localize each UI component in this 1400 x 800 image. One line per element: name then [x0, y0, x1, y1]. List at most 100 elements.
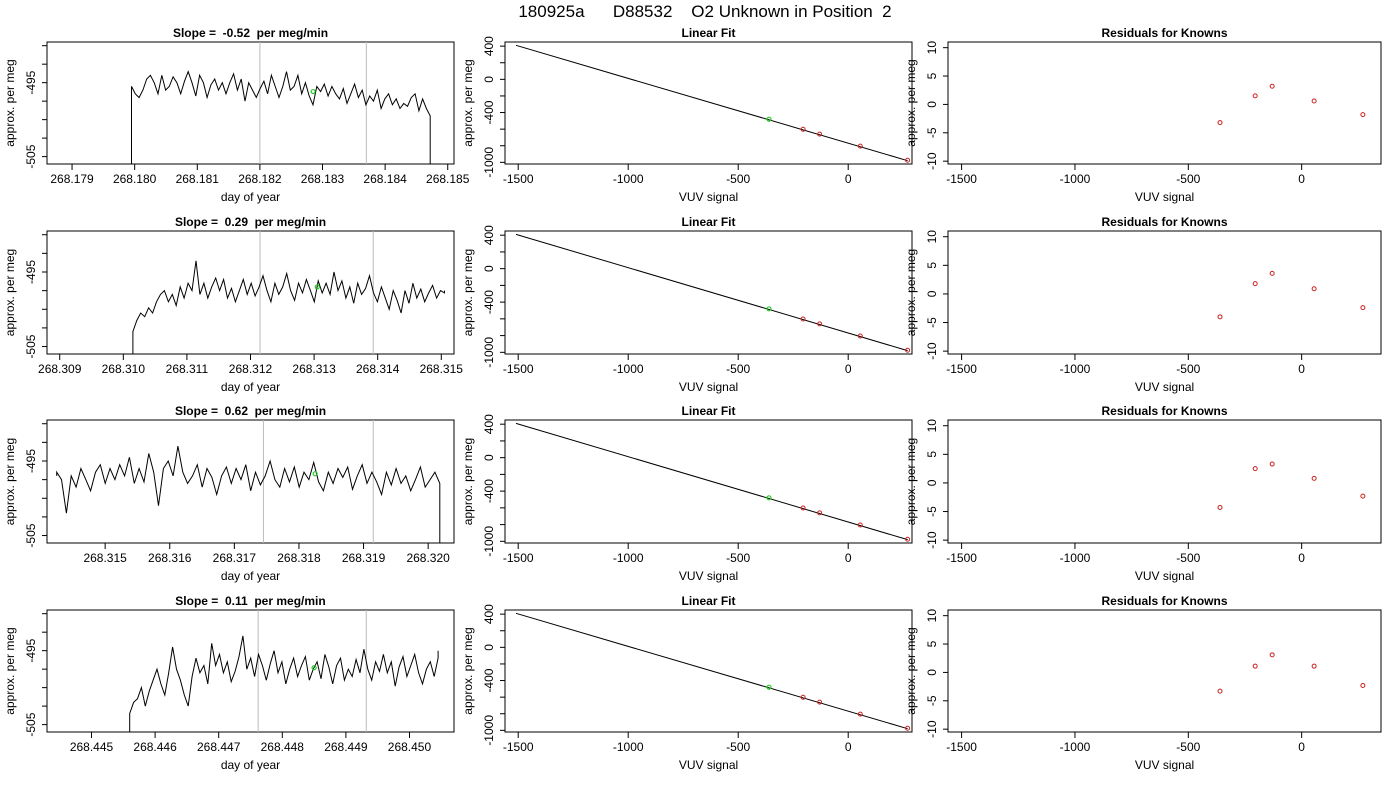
x-tick-label: 268.313 — [292, 362, 336, 376]
x-tick-label: 0 — [1298, 362, 1305, 376]
y-tick-label: 0 — [482, 454, 496, 461]
signal-trace — [56, 446, 441, 543]
panel-title: Linear Fit — [681, 26, 735, 40]
y-tick-label: -400 — [482, 100, 496, 124]
x-axis-label: day of year — [221, 190, 280, 204]
y-tick-label: -5 — [925, 317, 939, 328]
panel-title: Linear Fit — [681, 404, 735, 418]
y-tick-label: -495 — [24, 638, 38, 662]
panel-timeseries-4: Slope = 0.11 per meg/min day of year appro… — [3, 594, 455, 772]
known-point — [905, 347, 911, 353]
residual-point — [1360, 493, 1366, 499]
unknown-point — [310, 88, 316, 95]
plot-area — [1217, 652, 1366, 694]
x-axis-label: VUV signal — [1135, 380, 1194, 394]
x-tick-label: 268.310 — [102, 362, 146, 376]
plot-area — [132, 231, 445, 354]
x-tick-label: 0 — [1298, 172, 1305, 186]
x-tick-label: 268.311 — [166, 362, 209, 376]
panel-title: Linear Fit — [681, 594, 735, 608]
y-tick-label: 0 — [925, 669, 939, 676]
plot-frame — [504, 41, 913, 165]
x-tick-label: -500 — [1176, 551, 1200, 565]
y-tick-label: 0 — [482, 76, 496, 83]
x-tick-label: 268.316 — [148, 551, 192, 565]
y-tick-label: -5 — [925, 506, 939, 517]
x-tick-label: 268.448 — [261, 740, 305, 754]
x-tick-label: -1000 — [613, 551, 644, 565]
y-tick-label: -495 — [24, 70, 38, 94]
y-tick-label: 400 — [482, 225, 496, 245]
y-tick-label: -5 — [925, 695, 939, 706]
y-tick-label: -495 — [24, 260, 38, 284]
x-tick-label: -500 — [726, 551, 750, 565]
residual-point — [1252, 663, 1258, 669]
residual-point — [1311, 475, 1317, 481]
plot-area — [56, 420, 441, 543]
x-axis-label: VUV signal — [679, 380, 738, 394]
fit-line — [515, 422, 908, 541]
known-point — [817, 321, 823, 327]
x-axis-label: day of year — [221, 380, 280, 394]
residual-point — [1252, 281, 1258, 287]
residual-point — [1217, 505, 1223, 511]
x-tick-label: 268.182 — [238, 172, 282, 186]
y-tick-label: -1000 — [482, 147, 496, 178]
signal-trace — [129, 635, 439, 732]
x-tick-label: -1000 — [1060, 172, 1091, 186]
x-axis-label: VUV signal — [679, 758, 738, 772]
y-axis-label: approx. per meg — [3, 59, 17, 146]
x-tick-label: -500 — [726, 740, 750, 754]
fit-line — [515, 612, 908, 730]
residual-point — [1360, 112, 1366, 118]
panel-residuals-2: Residuals for Knowns VUV signal approx. pe… — [904, 215, 1382, 394]
y-tick-label: -10 — [925, 342, 939, 360]
x-tick-label: 268.180 — [113, 172, 157, 186]
y-axis-label: approx. per meg — [461, 438, 475, 525]
unknown-point — [766, 495, 772, 501]
plot-frame — [947, 609, 1382, 733]
fit-line — [515, 44, 908, 162]
x-tick-label: 0 — [1298, 551, 1305, 565]
panel-residuals-4: Residuals for Knowns VUV signal approx. pe… — [904, 594, 1382, 772]
fit-line — [515, 233, 908, 352]
x-tick-label: -1500 — [946, 740, 977, 754]
plot-area — [515, 612, 911, 731]
signal-trace — [131, 70, 431, 164]
y-tick-label: -400 — [482, 290, 496, 314]
x-tick-label: 0 — [845, 551, 852, 565]
plot-frame — [46, 609, 455, 733]
residual-point — [1311, 286, 1317, 292]
plot-area — [515, 233, 911, 353]
plot-frame — [504, 609, 913, 733]
residual-point — [1217, 314, 1223, 320]
y-tick-label: 5 — [925, 262, 939, 269]
unknown-point — [311, 665, 317, 671]
panel-fit-2: Linear Fit VUV signal approx. per meg -1500… — [461, 215, 913, 394]
y-tick-label: 5 — [925, 640, 939, 647]
y-tick-label: -1000 — [482, 715, 496, 746]
x-tick-label: 268.318 — [277, 551, 321, 565]
y-tick-label: 400 — [482, 36, 496, 56]
x-tick-label: -1500 — [503, 362, 534, 376]
y-tick-label: 0 — [925, 290, 939, 297]
y-axis-label: approx. per meg — [461, 627, 475, 714]
y-axis-label: approx. per meg — [461, 249, 475, 336]
residual-point — [1360, 305, 1366, 311]
x-tick-label: 268.315 — [83, 551, 127, 565]
y-tick-label: 0 — [482, 265, 496, 272]
residual-point — [1360, 682, 1366, 688]
x-tick-label: -1000 — [1060, 551, 1091, 565]
panel-title: Residuals for Knowns — [1101, 404, 1227, 418]
y-tick-label: -495 — [24, 449, 38, 473]
x-tick-label: 268.179 — [50, 172, 94, 186]
x-tick-label: -1500 — [503, 172, 534, 186]
plot-area — [129, 610, 439, 732]
x-tick-label: 268.183 — [301, 172, 345, 186]
x-axis-label: VUV signal — [1135, 758, 1194, 772]
x-tick-label: -1000 — [1060, 362, 1091, 376]
x-axis-label: VUV signal — [1135, 190, 1194, 204]
unknown-point — [766, 306, 772, 312]
panel-fit-4: Linear Fit VUV signal approx. per meg -1500… — [461, 594, 913, 772]
